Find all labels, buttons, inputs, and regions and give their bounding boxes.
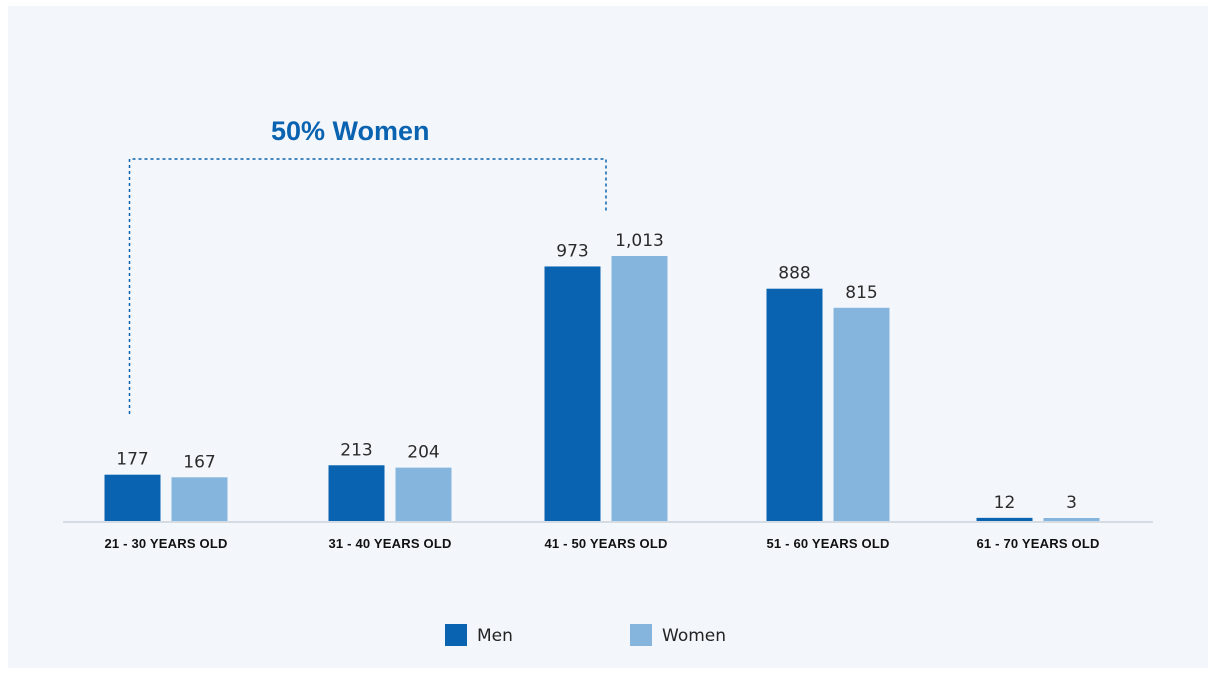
category-label-61-70-years-old: 61 - 70 YEARS OLD <box>976 536 1099 551</box>
category-label-51-60-years-old: 51 - 60 YEARS OLD <box>766 536 889 551</box>
value-label-women-41-50-years-old: 1,013 <box>615 231 664 251</box>
value-label-men-41-50-years-old: 973 <box>556 241 588 261</box>
legend-swatch-women <box>630 624 652 646</box>
bar-men-31-40-years-old <box>328 465 385 521</box>
bar-women-51-60-years-old <box>833 307 890 521</box>
legend-label-women: Women <box>662 626 726 646</box>
value-label-women-51-60-years-old: 815 <box>845 283 877 303</box>
bar-women-31-40-years-old <box>395 467 452 521</box>
category-label-41-50-years-old: 41 - 50 YEARS OLD <box>544 536 667 551</box>
annotation-text: 50% Women <box>271 116 430 146</box>
value-labels-group: 177 167 213 204 973 1,013 888 815 12 3 <box>116 231 1077 513</box>
value-label-men-31-40-years-old: 213 <box>340 440 372 460</box>
legend: Men Women <box>445 624 726 646</box>
category-label-31-40-years-old: 31 - 40 YEARS OLD <box>328 536 451 551</box>
value-label-men-61-70-years-old: 12 <box>994 493 1016 513</box>
bar-women-61-70-years-old <box>1043 518 1100 521</box>
bars-group <box>104 256 1100 521</box>
bar-men-51-60-years-old <box>766 288 823 521</box>
category-labels-group: 21 - 30 YEARS OLD 31 - 40 YEARS OLD 41 - 5… <box>104 536 1099 551</box>
legend-label-men: Men <box>477 626 513 646</box>
legend-swatch-men <box>445 624 467 646</box>
bar-men-61-70-years-old <box>976 517 1033 521</box>
value-label-women-31-40-years-old: 204 <box>407 443 439 463</box>
value-label-men-51-60-years-old: 888 <box>778 264 810 284</box>
chart-panel: 50% Women 177 167 213 204 973 1,013 888 815 12 3 … <box>8 6 1208 668</box>
bar-men-21-30-years-old <box>104 474 161 521</box>
bar-women-41-50-years-old <box>611 256 668 521</box>
annotation-group: 50% Women <box>128 116 607 414</box>
category-label-21-30-years-old: 21 - 30 YEARS OLD <box>104 536 227 551</box>
bar-men-41-50-years-old <box>544 266 601 521</box>
value-label-men-21-30-years-old: 177 <box>116 450 148 470</box>
value-label-women-61-70-years-old: 3 <box>1066 493 1077 513</box>
annotation-bracket <box>128 158 607 414</box>
bar-women-21-30-years-old <box>171 477 228 521</box>
value-label-women-21-30-years-old: 167 <box>183 452 215 472</box>
